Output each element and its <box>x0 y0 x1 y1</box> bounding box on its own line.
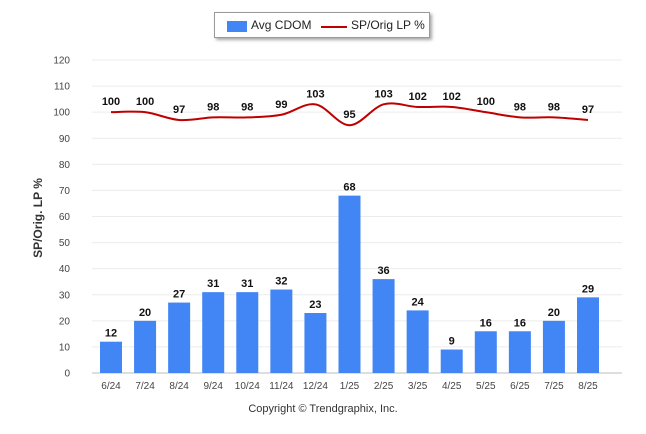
bar-data-label: 20 <box>548 307 560 319</box>
x-tick-label: 6/24 <box>101 381 121 392</box>
bar-data-label: 36 <box>377 265 389 277</box>
bar-data-label: 24 <box>412 296 425 308</box>
y-tick-label: 70 <box>59 186 71 197</box>
line-data-label: 97 <box>582 104 594 116</box>
x-tick-label: 8/25 <box>578 381 598 392</box>
bar <box>168 302 191 373</box>
bar <box>270 289 293 373</box>
y-tick-label: 60 <box>59 212 71 223</box>
y-tick-label: 80 <box>59 160 71 171</box>
bar-data-label: 29 <box>582 283 594 295</box>
legend-bar-label: Avg CDOM <box>251 18 312 32</box>
line-path <box>110 102 589 127</box>
y-tick-label: 20 <box>59 316 71 327</box>
line-data-label: 102 <box>443 91 461 103</box>
line-data-label: 95 <box>343 109 355 121</box>
bar-data-label: 31 <box>241 278 253 290</box>
bar-data-label: 20 <box>139 307 151 319</box>
y-axis-ticks: 0 10 20 30 40 50 60 70 80 90 100 110 120 <box>53 56 70 380</box>
x-tick-label: 2/25 <box>374 381 394 392</box>
line-data-label: 98 <box>207 101 219 113</box>
bar <box>236 292 259 373</box>
y-tick-label: 0 <box>64 369 70 380</box>
legend-line-label: SP/Orig LP % <box>351 18 425 32</box>
bar <box>406 310 429 373</box>
y-tick-label: 50 <box>59 238 71 249</box>
line-data-label: 98 <box>548 101 560 113</box>
bar-data-label: 23 <box>309 299 321 311</box>
legend-bar-swatch <box>227 21 247 32</box>
bar-series: 12 20 27 31 31 32 23 68 36 24 9 16 16 20 29 <box>100 182 599 373</box>
bar <box>577 297 599 373</box>
bar-data-label: 9 <box>449 336 455 348</box>
bar <box>304 313 327 373</box>
y-tick-label: 110 <box>54 82 70 93</box>
x-tick-label: 10/24 <box>235 381 260 392</box>
x-tick-label: 1/25 <box>340 381 360 392</box>
y-tick-label: 100 <box>53 108 70 119</box>
x-tick-label: 5/25 <box>476 381 496 392</box>
line-data-label: 103 <box>374 88 392 100</box>
y-tick-label: 10 <box>59 342 71 353</box>
bar <box>508 331 531 373</box>
line-data-label: 97 <box>173 104 185 116</box>
x-tick-label: 3/25 <box>408 381 428 392</box>
y-tick-label: 40 <box>59 264 71 275</box>
bar-data-label: 31 <box>207 278 219 290</box>
y-tick-label: 90 <box>59 134 71 145</box>
bar-data-label: 32 <box>275 276 287 288</box>
bar-data-label: 68 <box>343 182 355 194</box>
line-data-label: 100 <box>102 96 120 108</box>
bar-data-label: 16 <box>480 317 492 329</box>
bar <box>100 341 122 373</box>
bar <box>202 292 225 373</box>
x-tick-label: 9/24 <box>203 381 223 392</box>
bar <box>372 279 395 373</box>
line-series: 100 100 97 98 98 99 103 95 103 102 102 100 98 98 97 <box>102 88 594 127</box>
x-tick-label: 7/25 <box>544 381 564 392</box>
x-tick-label: 8/24 <box>169 381 189 392</box>
legend: Avg CDOM SP/Orig LP % <box>214 12 430 38</box>
bar <box>542 320 565 373</box>
bar-data-label: 27 <box>173 289 185 301</box>
bar-data-label: 16 <box>514 317 526 329</box>
x-axis-ticks: 6/24 7/24 8/24 9/24 10/24 11/24 12/24 1/25 2/25 3… <box>101 381 598 392</box>
x-tick-label: 4/25 <box>442 381 462 392</box>
bar <box>474 331 497 373</box>
bar <box>134 320 157 373</box>
x-tick-label: 12/24 <box>303 381 328 392</box>
y-axis-label: SP/Orig. LP % <box>31 178 45 258</box>
line-data-label: 100 <box>136 96 154 108</box>
bar <box>338 195 361 373</box>
line-data-label: 98 <box>241 101 253 113</box>
y-tick-label: 30 <box>59 290 71 301</box>
line-data-label: 98 <box>514 101 526 113</box>
line-data-label: 99 <box>275 99 287 111</box>
line-data-label: 100 <box>477 96 495 108</box>
x-tick-label: 7/24 <box>135 381 155 392</box>
legend-line-swatch <box>321 26 347 28</box>
copyright-credit: Copyright © Trendgraphix, Inc. <box>248 403 398 415</box>
line-data-label: 103 <box>306 88 324 100</box>
bar <box>440 349 463 373</box>
x-tick-label: 6/25 <box>510 381 530 392</box>
y-tick-label: 120 <box>53 56 70 67</box>
line-data-label: 102 <box>408 91 426 103</box>
bar-data-label: 12 <box>105 328 117 340</box>
x-tick-label: 11/24 <box>269 381 294 392</box>
